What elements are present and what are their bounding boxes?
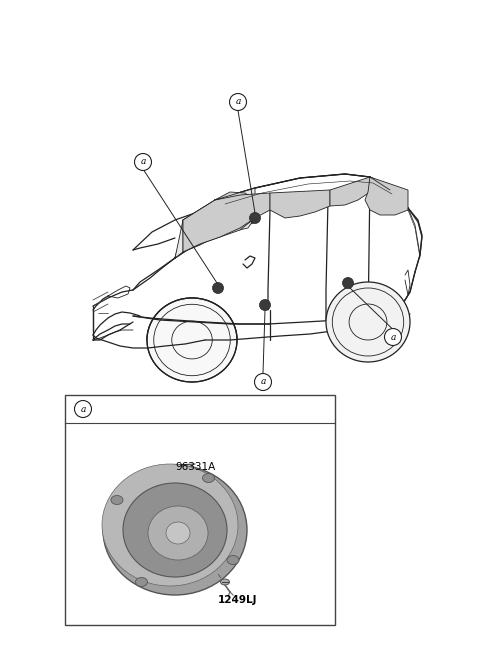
Text: 96331A: 96331A xyxy=(175,462,215,472)
Circle shape xyxy=(229,93,247,110)
Ellipse shape xyxy=(147,298,237,382)
Polygon shape xyxy=(330,177,370,206)
Polygon shape xyxy=(365,177,408,215)
Circle shape xyxy=(343,277,353,288)
Ellipse shape xyxy=(148,506,208,560)
Ellipse shape xyxy=(220,579,229,585)
Ellipse shape xyxy=(103,465,247,595)
Text: a: a xyxy=(260,378,266,386)
Polygon shape xyxy=(183,193,270,252)
Bar xyxy=(65,395,335,625)
Ellipse shape xyxy=(102,464,238,586)
Text: a: a xyxy=(140,158,146,166)
Ellipse shape xyxy=(135,578,147,587)
Ellipse shape xyxy=(227,556,239,564)
Text: a: a xyxy=(80,405,86,413)
Ellipse shape xyxy=(326,282,410,362)
Polygon shape xyxy=(183,192,255,252)
Text: a: a xyxy=(235,97,240,106)
Circle shape xyxy=(384,328,401,346)
Circle shape xyxy=(213,283,224,294)
Circle shape xyxy=(250,212,261,223)
Circle shape xyxy=(260,300,271,311)
Circle shape xyxy=(134,154,152,171)
Ellipse shape xyxy=(123,483,227,577)
Ellipse shape xyxy=(111,495,123,505)
Ellipse shape xyxy=(203,474,215,482)
Text: 1249LJ: 1249LJ xyxy=(218,595,258,605)
Polygon shape xyxy=(175,188,255,258)
Text: a: a xyxy=(390,332,396,342)
Circle shape xyxy=(74,401,92,417)
Polygon shape xyxy=(270,190,330,218)
Circle shape xyxy=(254,373,272,390)
Ellipse shape xyxy=(166,522,190,544)
